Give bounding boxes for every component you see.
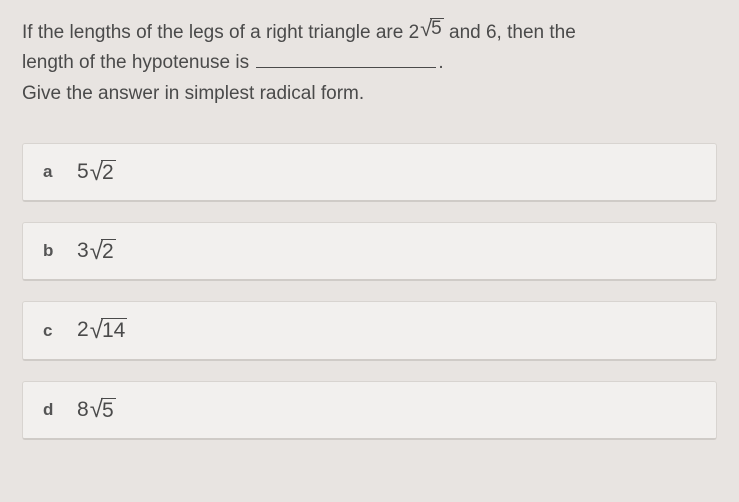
option-c[interactable]: c 2√14: [22, 301, 717, 360]
question-text: If the lengths of the legs of a right tr…: [22, 18, 717, 109]
option-a-letter: a: [43, 162, 77, 182]
question-part2: and 6, then the: [449, 22, 576, 43]
option-c-coef: 2: [77, 318, 89, 342]
radical-symbol: √: [90, 319, 103, 343]
option-a-radicand: 2: [101, 160, 116, 184]
option-c-value: 2√14: [77, 318, 127, 342]
question-part3: length of the hypotenuse is: [22, 52, 254, 73]
options-list: a 5√2 b 3√2 c 2√14 d 8√5: [22, 143, 717, 440]
radical-symbol: √: [90, 161, 103, 185]
option-d-radicand: 5: [101, 398, 116, 422]
option-d-letter: d: [43, 400, 77, 420]
answer-blank: [256, 49, 436, 68]
option-a-coef: 5: [77, 160, 89, 184]
leg1-radicand: 5: [430, 18, 444, 40]
question-part5: Give the answer in simplest radical form…: [22, 83, 364, 104]
radical-symbol: √: [420, 18, 432, 40]
option-a[interactable]: a 5√2: [22, 143, 717, 202]
option-b-radicand: 2: [101, 239, 116, 263]
question-part1: If the lengths of the legs of a right tr…: [22, 22, 409, 43]
option-d-coef: 8: [77, 398, 89, 422]
radical-symbol: √: [90, 398, 103, 422]
leg1-coef: 2: [409, 18, 420, 48]
option-b[interactable]: b 3√2: [22, 222, 717, 281]
option-d-value: 8√5: [77, 398, 116, 422]
leg1-value: 2√5: [409, 18, 444, 48]
option-c-letter: c: [43, 321, 77, 341]
option-d[interactable]: d 8√5: [22, 381, 717, 440]
option-b-coef: 3: [77, 239, 89, 263]
radical-symbol: √: [90, 240, 103, 264]
option-a-value: 5√2: [77, 160, 116, 184]
question-part4: .: [438, 52, 443, 73]
option-c-radicand: 14: [101, 318, 127, 342]
option-b-value: 3√2: [77, 239, 116, 263]
option-b-letter: b: [43, 241, 77, 261]
